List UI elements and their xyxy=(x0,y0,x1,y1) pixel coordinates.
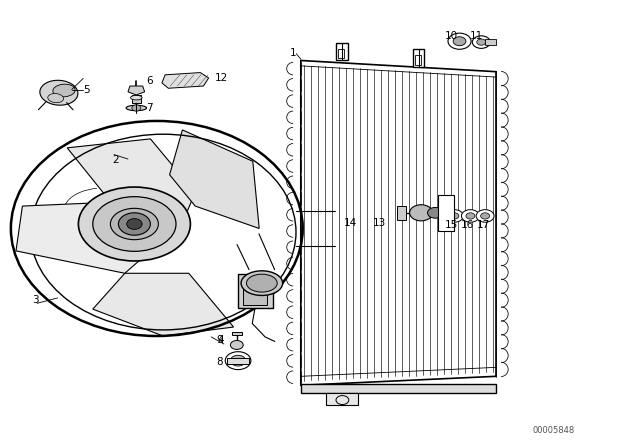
Bar xyxy=(438,195,454,231)
Polygon shape xyxy=(67,139,195,237)
Polygon shape xyxy=(485,39,496,45)
Bar xyxy=(132,95,141,103)
Text: 15: 15 xyxy=(445,220,458,230)
Bar xyxy=(243,279,267,305)
Text: 11: 11 xyxy=(470,31,483,41)
Polygon shape xyxy=(16,202,150,273)
Text: 16: 16 xyxy=(461,220,474,230)
Text: 12: 12 xyxy=(214,73,228,83)
Bar xyxy=(336,43,348,60)
Text: 1: 1 xyxy=(290,48,296,58)
Polygon shape xyxy=(162,73,209,88)
Circle shape xyxy=(132,105,141,111)
Ellipse shape xyxy=(246,274,277,292)
Ellipse shape xyxy=(93,197,176,251)
Circle shape xyxy=(481,213,490,219)
Ellipse shape xyxy=(111,208,159,240)
Text: 10: 10 xyxy=(445,31,458,41)
Text: 5: 5 xyxy=(83,85,90,95)
Text: 00005848: 00005848 xyxy=(532,426,575,435)
Circle shape xyxy=(477,39,486,45)
Bar xyxy=(301,384,496,393)
Bar xyxy=(415,55,421,65)
Text: 14: 14 xyxy=(344,218,357,228)
Circle shape xyxy=(428,207,443,218)
Circle shape xyxy=(453,37,466,46)
Circle shape xyxy=(127,219,142,229)
Text: 4: 4 xyxy=(218,336,224,345)
Circle shape xyxy=(410,205,433,221)
Polygon shape xyxy=(232,332,242,335)
Polygon shape xyxy=(397,206,406,220)
Circle shape xyxy=(230,340,243,349)
Text: 2: 2 xyxy=(112,155,118,165)
Bar xyxy=(227,358,249,364)
Text: 13: 13 xyxy=(373,218,386,228)
Polygon shape xyxy=(170,130,259,228)
Circle shape xyxy=(466,213,475,219)
Polygon shape xyxy=(301,60,496,385)
Text: 8: 8 xyxy=(216,357,223,366)
Circle shape xyxy=(448,33,471,49)
Bar xyxy=(338,49,344,58)
Ellipse shape xyxy=(241,271,283,296)
Text: 3: 3 xyxy=(32,295,38,305)
Ellipse shape xyxy=(40,80,78,105)
Circle shape xyxy=(472,36,490,48)
Circle shape xyxy=(461,210,479,222)
Bar xyxy=(413,49,424,67)
Ellipse shape xyxy=(126,105,147,111)
Circle shape xyxy=(118,213,150,235)
Polygon shape xyxy=(128,86,145,95)
Text: 9: 9 xyxy=(216,336,223,345)
Text: 7: 7 xyxy=(146,103,152,113)
Text: 6: 6 xyxy=(146,76,152,86)
Bar xyxy=(237,274,273,308)
Circle shape xyxy=(225,352,251,370)
Circle shape xyxy=(445,210,463,222)
Circle shape xyxy=(230,355,246,366)
Text: 17: 17 xyxy=(477,220,490,230)
Circle shape xyxy=(476,210,494,222)
Ellipse shape xyxy=(53,84,75,97)
Ellipse shape xyxy=(48,94,63,103)
Ellipse shape xyxy=(79,187,191,261)
Polygon shape xyxy=(326,393,358,405)
Ellipse shape xyxy=(131,95,142,100)
Circle shape xyxy=(450,213,459,219)
Polygon shape xyxy=(93,273,234,336)
